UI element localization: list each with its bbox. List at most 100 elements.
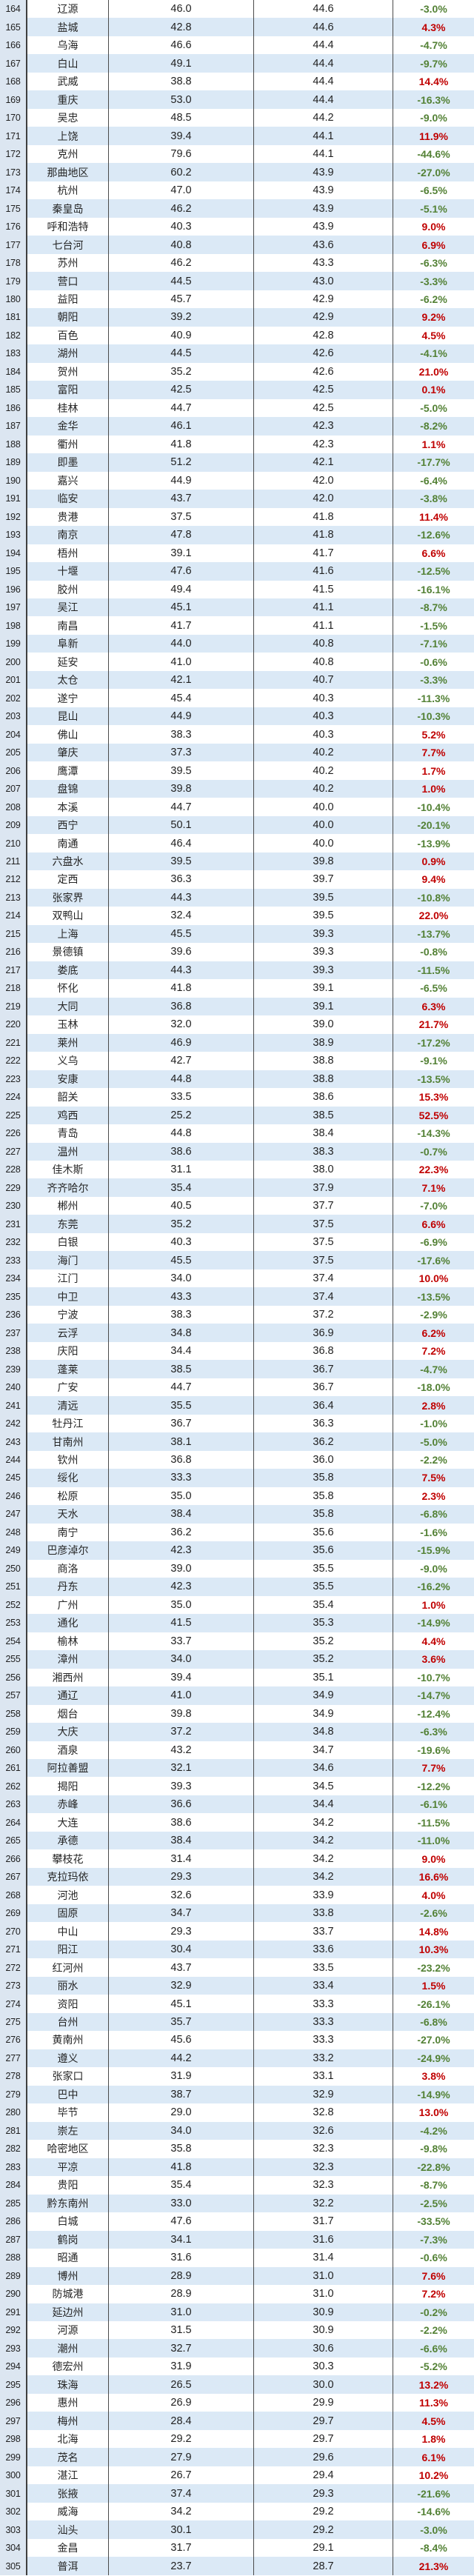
value2-cell: 29.4	[254, 2466, 393, 2485]
rank-cell: 219	[0, 997, 27, 1016]
change-cell: 1.5%	[393, 1976, 474, 1995]
value2-cell: 36.0	[254, 1450, 393, 1469]
change-cell: -11.5%	[393, 961, 474, 980]
table-row: 168 武威 38.8 44.4 14.4%	[0, 72, 474, 91]
value1-cell: 31.4	[109, 1849, 254, 1868]
table-row: 265 承德 38.4 34.2 -11.0%	[0, 1831, 474, 1850]
rank-cell: 283	[0, 2158, 27, 2177]
value1-cell: 45.5	[109, 924, 254, 944]
rank-cell: 170	[0, 108, 27, 127]
value1-cell: 32.9	[109, 1976, 254, 1995]
rank-cell: 267	[0, 1867, 27, 1886]
value1-cell: 31.0	[109, 2303, 254, 2321]
table-row: 213 张家界 44.3 39.5 -10.8%	[0, 888, 474, 907]
table-row: 249 巴彦淖尔 42.3 35.6 -15.9%	[0, 1541, 474, 1560]
rank-cell: 241	[0, 1396, 27, 1415]
change-cell: -6.2%	[393, 290, 474, 309]
change-cell: 4.5%	[393, 2412, 474, 2430]
value2-cell: 40.0	[254, 815, 393, 835]
rank-cell: 220	[0, 1015, 27, 1034]
value1-cell: 46.6	[109, 36, 254, 55]
rank-cell: 287	[0, 2230, 27, 2249]
rank-cell: 268	[0, 1886, 27, 1904]
value2-cell: 44.4	[254, 90, 393, 109]
value2-cell: 41.8	[254, 507, 393, 527]
rank-cell: 266	[0, 1849, 27, 1868]
change-cell: -3.3%	[393, 670, 474, 690]
value1-cell: 29.3	[109, 1922, 254, 1941]
city-cell: 平凉	[27, 2158, 109, 2177]
value1-cell: 43.7	[109, 490, 254, 508]
change-cell: -5.0%	[393, 1432, 474, 1451]
change-cell: 21.7%	[393, 1015, 474, 1034]
value2-cell: 35.6	[254, 1541, 393, 1560]
change-cell: -12.5%	[393, 562, 474, 581]
rank-cell: 208	[0, 798, 27, 816]
change-cell: -10.8%	[393, 888, 474, 907]
value2-cell: 42.3	[254, 417, 393, 436]
city-cell: 梧州	[27, 544, 109, 563]
change-cell: 6.6%	[393, 544, 474, 563]
change-cell: -6.4%	[393, 471, 474, 490]
change-cell: -7.0%	[393, 1196, 474, 1215]
table-row: 283 平凉 41.8 32.3 -22.8%	[0, 2158, 474, 2177]
value2-cell: 33.5	[254, 1958, 393, 1977]
value2-cell: 31.0	[254, 2285, 393, 2303]
table-row: 224 韶关 33.5 38.6 15.3%	[0, 1088, 474, 1107]
value1-cell: 37.2	[109, 1723, 254, 1741]
change-cell: -2.2%	[393, 2321, 474, 2340]
rank-cell: 302	[0, 2502, 27, 2521]
rank-cell: 288	[0, 2249, 27, 2267]
value1-cell: 42.5	[109, 381, 254, 399]
table-row: 186 桂林 44.7 42.5 -5.0%	[0, 398, 474, 418]
value1-cell: 36.8	[109, 997, 254, 1016]
city-cell: 南京	[27, 526, 109, 544]
value2-cell: 29.3	[254, 2484, 393, 2503]
table-row: 289 博州 28.9 31.0 7.6%	[0, 2266, 474, 2286]
value2-cell: 28.7	[254, 2557, 393, 2575]
change-cell: -7.3%	[393, 2230, 474, 2249]
value2-cell: 34.7	[254, 1741, 393, 1759]
value2-cell: 34.9	[254, 1686, 393, 1705]
value2-cell: 42.8	[254, 326, 393, 345]
value2-cell: 32.2	[254, 2194, 393, 2213]
table-row: 284 贵阳 35.4 32.3 -8.7%	[0, 2176, 474, 2195]
rank-cell: 276	[0, 2031, 27, 2049]
table-row: 239 蓬莱 38.5 36.7 -4.7%	[0, 1360, 474, 1378]
value1-cell: 38.8	[109, 72, 254, 91]
change-cell: -13.9%	[393, 834, 474, 852]
rank-cell: 289	[0, 2266, 27, 2286]
value2-cell: 33.2	[254, 2049, 393, 2068]
city-cell: 桂林	[27, 398, 109, 418]
value1-cell: 45.6	[109, 2031, 254, 2049]
city-cell: 揭阳	[27, 1777, 109, 1795]
value2-cell: 42.3	[254, 435, 393, 454]
city-cell: 齐齐哈尔	[27, 1178, 109, 1197]
value2-cell: 43.9	[254, 199, 393, 218]
value1-cell: 31.6	[109, 2249, 254, 2267]
table-row: 295 珠海 26.5 30.0 13.2%	[0, 2375, 474, 2394]
value1-cell: 26.7	[109, 2466, 254, 2485]
city-cell: 云浮	[27, 1324, 109, 1342]
value2-cell: 44.1	[254, 144, 393, 164]
value2-cell: 39.0	[254, 1015, 393, 1034]
value1-cell: 41.8	[109, 979, 254, 998]
value1-cell: 45.1	[109, 598, 254, 617]
change-cell: -2.6%	[393, 1903, 474, 1923]
value2-cell: 43.3	[254, 253, 393, 273]
change-cell: -0.6%	[393, 653, 474, 671]
value2-cell: 29.2	[254, 2502, 393, 2521]
city-cell: 佳木斯	[27, 1161, 109, 1179]
value1-cell: 45.1	[109, 1995, 254, 2013]
value1-cell: 40.3	[109, 217, 254, 236]
city-cell: 宁波	[27, 1305, 109, 1324]
city-cell: 阳江	[27, 1940, 109, 1959]
value2-cell: 41.8	[254, 526, 393, 544]
value2-cell: 35.5	[254, 1559, 393, 1578]
change-cell: 3.8%	[393, 2067, 474, 2086]
rank-cell: 221	[0, 1033, 27, 1052]
table-row: 227 温州 38.6 38.3 -0.7%	[0, 1142, 474, 1161]
table-row: 255 漳州 34.0 35.2 3.6%	[0, 1650, 474, 1669]
change-cell: -1.5%	[393, 616, 474, 635]
value2-cell: 40.8	[254, 634, 393, 653]
